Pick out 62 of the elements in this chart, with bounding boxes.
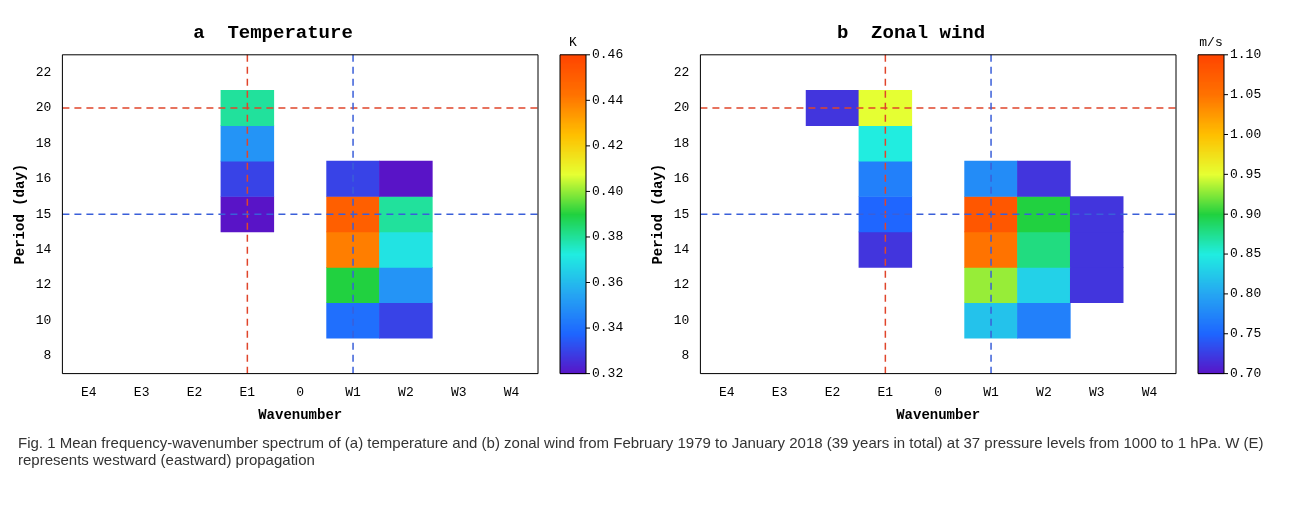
color-bar-label: 0.32	[592, 366, 624, 382]
caption: Fig. 1 Mean frequency-wavenumber spectrum of (a) temperature and (b) zonal wind from February 1979 to January 2018 (39 years in total) at 37 pressure levels from 1000 to 1 hPa. W (E) represents westward (eastward) propagation	[17, 434, 1265, 468]
y-tick-label: 14	[35, 242, 52, 258]
color-bar-label: 0.46	[592, 47, 624, 63]
color-bar-label: 0.40	[592, 183, 624, 199]
color-bar-label: 0.95	[1230, 166, 1262, 182]
x-axis-title: Wavenumber	[258, 407, 343, 424]
x-tick-label: W1	[345, 384, 362, 400]
y-tick-label: 18	[35, 135, 52, 151]
y-tick-label: 10	[673, 312, 690, 328]
y-tick-label: 12	[35, 277, 52, 293]
color-bar-label: 0.80	[1230, 286, 1262, 302]
y-tick-label: 15	[673, 206, 690, 222]
x-tick-label: E1	[877, 384, 894, 400]
x-tick-label: W4	[1141, 384, 1158, 400]
x-tick-label: E2	[186, 384, 203, 400]
color-bar-label: 0.38	[592, 229, 624, 245]
color-bar-label: 0.90	[1230, 206, 1262, 222]
y-tick-label: 8	[43, 348, 52, 364]
y-tick-label: 16	[673, 171, 690, 187]
y-tick-label: 22	[673, 64, 690, 80]
x-tick-label: W3	[1088, 384, 1105, 400]
x-tick-label: E1	[239, 384, 256, 400]
x-tick-label: W3	[450, 384, 467, 400]
x-axis-title: Wavenumber	[896, 407, 981, 424]
x-tick-label: E3	[133, 384, 150, 400]
y-tick-label: 20	[673, 100, 690, 116]
y-axis-title: Period (day)	[11, 163, 28, 265]
y-tick-label: 20	[35, 100, 52, 116]
color-bar-label: 0.85	[1230, 246, 1262, 262]
y-tick-label: 14	[673, 242, 690, 258]
y-tick-label: 12	[673, 277, 690, 293]
x-tick-label: W2	[398, 384, 414, 400]
chart-title: a Temperature	[193, 22, 353, 45]
chart-title: b Zonal wind	[836, 22, 986, 45]
color-bar-title: m/s	[1199, 34, 1223, 50]
y-tick-label: 10	[35, 312, 52, 328]
color-bar-label: 1.05	[1230, 87, 1262, 103]
x-tick-label: E4	[719, 384, 735, 400]
y-tick-label: 18	[673, 135, 690, 151]
x-tick-label: 0	[934, 384, 943, 400]
y-tick-label: 15	[35, 206, 52, 222]
x-tick-label: E4	[81, 384, 97, 400]
x-tick-label: W2	[1036, 384, 1052, 400]
y-axis-title: Period (day)	[649, 163, 666, 265]
color-bar-label: 0.42	[592, 138, 624, 154]
color-bar-label: 0.36	[592, 274, 624, 290]
x-tick-label: E3	[771, 384, 788, 400]
y-tick-label: 16	[35, 171, 52, 187]
x-tick-label: 0	[296, 384, 305, 400]
y-tick-label: 8	[681, 348, 690, 364]
color-bar-label: 0.34	[592, 320, 624, 336]
y-tick-label: 22	[35, 64, 52, 80]
x-tick-label: W4	[503, 384, 520, 400]
color-bar-label: 0.75	[1230, 326, 1262, 342]
x-tick-label: E2	[824, 384, 841, 400]
color-bar-label: 0.44	[592, 92, 624, 108]
color-bar-title: K	[569, 34, 578, 50]
color-bar-label: 1.10	[1230, 47, 1262, 63]
color-bar-label: 0.70	[1230, 366, 1262, 382]
x-tick-label: W1	[983, 384, 1000, 400]
color-bar-label: 1.00	[1230, 126, 1262, 142]
